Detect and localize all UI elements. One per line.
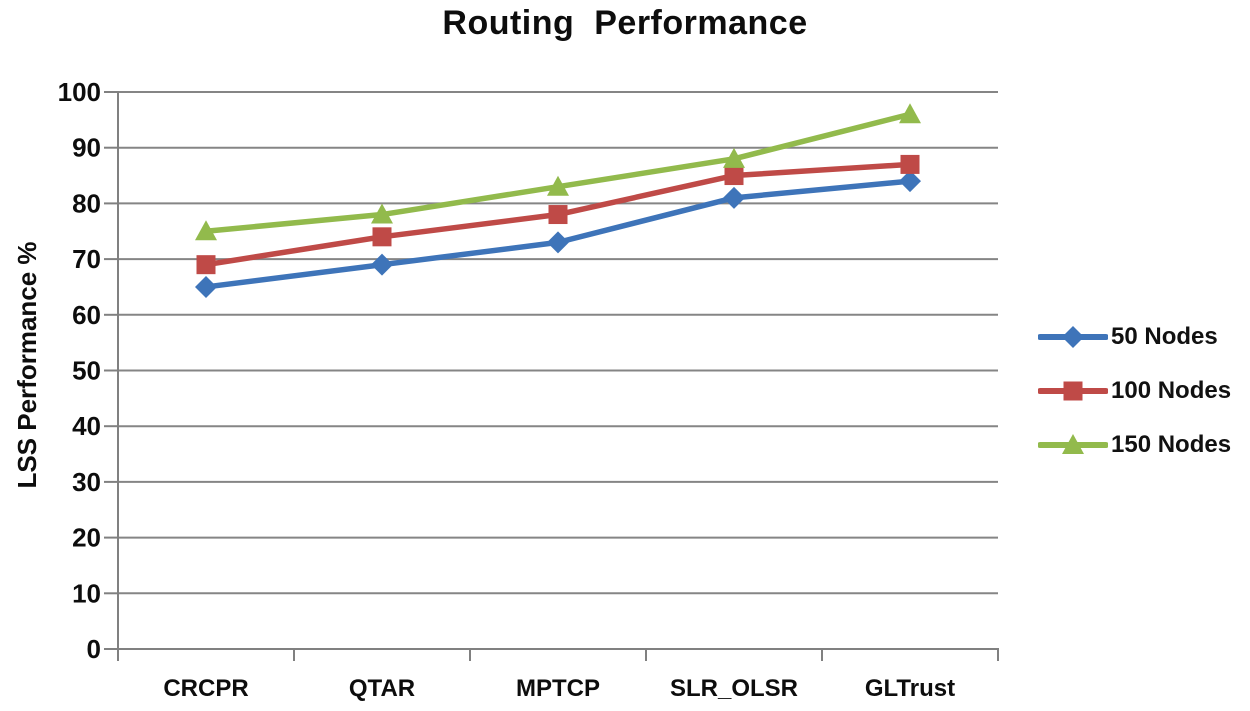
x-axis-tick-label: CRCPR [163, 675, 248, 702]
x-axis-tick-label: MPTCP [516, 675, 600, 702]
data-point-50-nodes [723, 186, 745, 209]
y-axis-tick-label: 80 [72, 188, 101, 218]
y-axis-tick-label: 60 [72, 300, 101, 330]
legend-marker-shape [1063, 381, 1083, 401]
y-axis-tick-label: 50 [72, 356, 101, 386]
legend-marker-diamond-icon [1038, 326, 1108, 348]
y-axis-tick-label: 20 [72, 523, 101, 553]
legend-item-100-nodes: 100 Nodes [1038, 364, 1231, 418]
data-point-50-nodes [371, 253, 393, 276]
legend-label: 100 Nodes [1111, 377, 1232, 404]
y-axis-tick-label: 30 [72, 467, 101, 497]
legend-marker-shape [1062, 434, 1084, 454]
y-axis-tick-label: 100 [58, 77, 101, 107]
data-point-100-nodes [372, 227, 392, 247]
chart-title: Routing Performance [442, 4, 808, 42]
legend-marker-shape [1062, 326, 1084, 348]
data-point-150-nodes [547, 175, 569, 196]
y-axis-tick-label: 10 [72, 578, 101, 608]
data-point-100-nodes [548, 205, 568, 225]
legend-label: 50 Nodes [1111, 323, 1218, 350]
x-axis-tick-label: SLR_OLSR [670, 675, 798, 702]
data-point-50-nodes [899, 170, 921, 193]
x-axis-tick-label: GLTrust [865, 675, 955, 702]
data-point-150-nodes [195, 220, 217, 241]
x-axis-tick-label: QTAR [349, 675, 415, 702]
legend-item-150-nodes: 150 Nodes [1038, 418, 1231, 472]
y-axis-tick-label: 0 [87, 634, 101, 664]
data-point-150-nodes [899, 103, 921, 124]
data-point-150-nodes [723, 147, 745, 168]
legend-marker-triangle-icon [1038, 434, 1108, 454]
data-point-150-nodes [371, 203, 393, 224]
data-point-50-nodes [195, 275, 217, 298]
data-point-100-nodes [900, 154, 920, 174]
legend-marker-square-icon [1038, 381, 1108, 401]
data-point-50-nodes [547, 231, 569, 254]
legend-label: 150 Nodes [1111, 431, 1232, 458]
y-axis-tick-label: 70 [72, 244, 101, 274]
data-point-100-nodes [196, 255, 216, 275]
legend: 50 Nodes 100 Nodes 150 Nodes [1038, 310, 1231, 472]
data-point-100-nodes [724, 166, 744, 186]
y-axis-tick-label: 90 [72, 133, 101, 163]
y-axis-tick-label: 40 [72, 411, 101, 441]
legend-item-50-nodes: 50 Nodes [1038, 310, 1231, 364]
